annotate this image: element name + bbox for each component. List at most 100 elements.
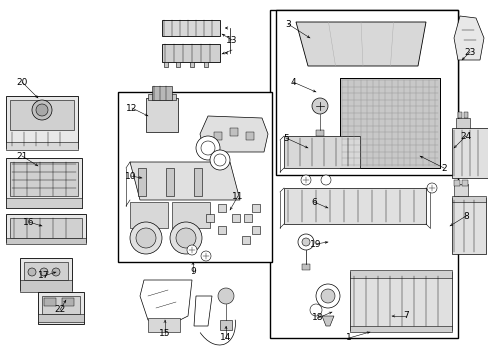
Text: 18: 18 [312, 314, 323, 323]
Bar [245, 132, 253, 140]
Bar [457, 112, 461, 118]
Bar [172, 202, 209, 228]
Bar [20, 258, 72, 290]
Text: 3: 3 [285, 19, 290, 28]
Bar [118, 92, 271, 262]
Circle shape [186, 245, 197, 255]
Bar [339, 78, 439, 168]
Bar [339, 78, 439, 168]
Text: 16: 16 [23, 217, 35, 226]
Circle shape [170, 222, 202, 254]
Bar [10, 162, 78, 196]
Bar [190, 62, 194, 67]
Text: 22: 22 [54, 306, 65, 315]
Bar [461, 180, 467, 186]
Bar [220, 320, 231, 330]
Text: 15: 15 [159, 329, 170, 338]
Bar [244, 214, 251, 222]
Circle shape [214, 154, 225, 166]
Circle shape [320, 175, 330, 185]
Bar [6, 96, 78, 148]
Bar [453, 180, 459, 186]
Circle shape [28, 268, 36, 276]
Bar [38, 314, 84, 322]
Bar [138, 168, 146, 196]
Circle shape [426, 183, 436, 193]
Bar [269, 10, 457, 338]
Text: 19: 19 [309, 239, 321, 248]
Bar [455, 118, 469, 128]
Circle shape [136, 228, 156, 248]
Bar [205, 214, 214, 222]
Text: 17: 17 [38, 271, 50, 280]
Circle shape [201, 141, 215, 155]
Bar [6, 214, 86, 242]
Bar [242, 236, 249, 244]
Text: 14: 14 [220, 333, 231, 342]
Bar [302, 264, 309, 270]
Text: 24: 24 [459, 131, 470, 140]
Text: 8: 8 [462, 212, 468, 220]
Circle shape [40, 268, 48, 276]
Bar [349, 272, 451, 330]
Bar [229, 128, 238, 136]
Bar [148, 318, 180, 332]
Bar [6, 158, 82, 208]
Circle shape [309, 304, 321, 316]
Text: 21: 21 [16, 152, 28, 161]
Circle shape [201, 251, 210, 261]
Polygon shape [200, 116, 267, 152]
Bar [162, 44, 220, 62]
Bar [284, 136, 359, 168]
Bar [275, 10, 457, 175]
Bar [130, 202, 168, 228]
Bar [203, 62, 207, 67]
Bar [62, 298, 74, 306]
Circle shape [209, 150, 229, 170]
Polygon shape [295, 22, 425, 66]
Polygon shape [194, 296, 212, 326]
Bar [6, 238, 86, 244]
Bar [218, 204, 225, 212]
Text: 20: 20 [16, 77, 28, 86]
Bar [163, 62, 168, 67]
Circle shape [320, 289, 334, 303]
Bar [451, 198, 485, 254]
Text: 7: 7 [402, 311, 408, 320]
Polygon shape [321, 316, 333, 326]
Circle shape [218, 288, 234, 304]
Bar [146, 98, 178, 132]
Text: 11: 11 [232, 192, 243, 201]
Circle shape [311, 98, 327, 114]
Polygon shape [453, 16, 483, 60]
Circle shape [52, 268, 60, 276]
Bar [451, 196, 485, 202]
Circle shape [32, 100, 52, 120]
Bar [42, 296, 80, 314]
Bar [162, 20, 220, 36]
Text: 2: 2 [440, 163, 446, 172]
Bar [152, 86, 172, 100]
Text: 13: 13 [226, 36, 237, 45]
Bar [251, 204, 260, 212]
Circle shape [297, 234, 313, 250]
Circle shape [302, 238, 309, 246]
Circle shape [130, 222, 162, 254]
Bar [165, 168, 174, 196]
Bar [194, 168, 202, 196]
Circle shape [196, 136, 220, 160]
Text: 4: 4 [289, 77, 295, 86]
Text: 6: 6 [310, 198, 316, 207]
Bar [10, 100, 74, 130]
Text: 10: 10 [125, 171, 137, 180]
Bar [349, 270, 451, 278]
Bar [148, 94, 176, 100]
Text: 23: 23 [464, 48, 475, 57]
Circle shape [176, 228, 196, 248]
Polygon shape [140, 280, 192, 326]
Polygon shape [130, 162, 240, 200]
Text: 12: 12 [126, 104, 138, 113]
Bar [214, 132, 222, 140]
Bar [284, 188, 425, 224]
Bar [349, 326, 451, 332]
